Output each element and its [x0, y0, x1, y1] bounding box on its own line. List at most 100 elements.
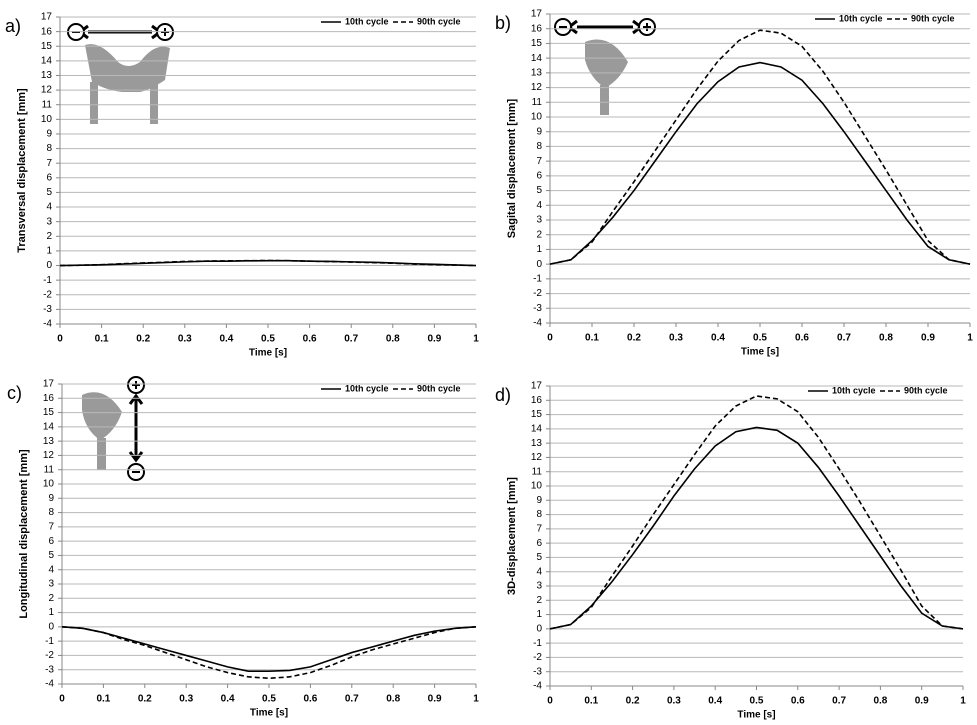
x-axis-title: Time [s]: [741, 347, 779, 358]
y-tick-label: -1: [45, 636, 54, 647]
y-tick-label: 4: [536, 200, 542, 211]
y-tick-label: 11: [44, 464, 55, 475]
y-tick-label: 14: [531, 423, 543, 434]
y-tick-label: -2: [533, 288, 542, 299]
y-tick-label: 16: [41, 26, 53, 37]
y-tick-label: 3: [536, 581, 542, 592]
y-tick-label: 14: [41, 55, 53, 66]
y-tick-label: 11: [532, 466, 543, 477]
x-tick-label: 1: [967, 333, 973, 344]
y-tick-label: 6: [46, 172, 52, 183]
y-tick-label: 17: [41, 12, 53, 23]
x-tick-label: 0.8: [879, 333, 893, 344]
y-tick-label: 5: [48, 550, 54, 561]
y-tick-label: 8: [536, 141, 542, 152]
y-tick-label: 12: [531, 452, 543, 463]
y-tick-label: 14: [531, 53, 543, 64]
data-line: [59, 259, 477, 267]
y-axis-title: Longitudinal displacement [mm]: [18, 449, 30, 619]
x-tick-label: 1: [960, 696, 966, 707]
y-tick-label: -4: [533, 681, 542, 692]
y-axis-title: Sagital displacement [mm]: [506, 98, 518, 238]
x-tick-label: 0.3: [178, 334, 192, 345]
y-tick-label: 5: [46, 187, 52, 198]
pelvis-icon: [85, 44, 170, 124]
y-tick-label: 17: [531, 9, 543, 20]
y-tick-label: 17: [531, 381, 543, 392]
arrow-icon: [127, 376, 145, 481]
y-tick-label: 13: [531, 438, 543, 449]
y-tick-label: 2: [536, 229, 542, 240]
x-tick-label: 0.7: [344, 334, 358, 345]
y-tick-label: 11: [42, 99, 53, 110]
y-tick-label: 16: [531, 23, 543, 34]
x-tick-label: 0.2: [136, 334, 150, 345]
y-tick-label: -1: [43, 275, 52, 286]
y-tick-label: 1: [536, 244, 542, 255]
y-tick-label: 8: [48, 507, 54, 518]
x-tick-label: 0.3: [669, 333, 683, 344]
x-tick-label: 0.1: [95, 334, 109, 345]
y-tick-label: 17: [43, 379, 55, 390]
data-line: [549, 395, 964, 630]
y-tick-label: 10: [531, 481, 543, 492]
y-tick-label: 15: [41, 41, 53, 52]
y-tick-label: -3: [533, 666, 542, 677]
x-tick-label: 0.7: [345, 694, 359, 705]
x-tick-label: 0.5: [750, 696, 764, 707]
y-tick-label: 6: [48, 536, 54, 547]
y-tick-label: 10: [43, 479, 55, 490]
y-tick-label: 10: [531, 112, 543, 123]
y-tick-label: 5: [536, 185, 542, 196]
y-tick-label: 7: [48, 521, 54, 532]
legend-label: 10th cycle: [832, 385, 876, 395]
y-tick-label: -3: [45, 664, 54, 675]
y-tick-label: -2: [43, 289, 52, 300]
x-tick-label: 0.8: [386, 694, 400, 705]
panel-label: a): [5, 16, 21, 36]
y-tick-label: 2: [46, 231, 52, 242]
x-tick-label: 0: [547, 333, 553, 344]
legend-label: 90th cycle: [911, 13, 955, 23]
y-tick-label: 14: [43, 421, 55, 432]
panel-label: d): [495, 385, 511, 405]
y-tick-label: 2: [48, 593, 54, 604]
x-tick-label: 0.9: [915, 696, 929, 707]
y-tick-label: 16: [43, 393, 55, 404]
x-tick-label: 0: [57, 334, 63, 345]
y-tick-label: 0: [536, 259, 542, 270]
y-axis-title: Transversal displacement [mm]: [16, 88, 28, 253]
y-tick-label: 15: [531, 409, 543, 420]
x-tick-label: 0.5: [262, 694, 276, 705]
y-tick-label: 1: [46, 246, 52, 257]
x-tick-label: 0.2: [627, 333, 641, 344]
arrow-icon: [554, 18, 656, 36]
y-tick-label: -2: [45, 650, 54, 661]
legend-label: 10th cycle: [345, 383, 389, 393]
x-tick-label: 0.4: [711, 333, 725, 344]
y-tick-label: 0: [536, 623, 542, 634]
data-line: [549, 426, 964, 630]
data-line: [549, 29, 971, 265]
x-axis-title: Time [s]: [737, 710, 775, 721]
y-tick-label: 15: [531, 38, 543, 49]
y-tick-label: 9: [48, 493, 54, 504]
x-tick-label: 0.7: [832, 696, 846, 707]
y-tick-label: 6: [536, 538, 542, 549]
y-tick-label: -3: [533, 303, 542, 314]
x-tick-label: 0.6: [791, 696, 805, 707]
y-tick-label: -1: [533, 638, 542, 649]
x-tick-label: 0.6: [303, 334, 317, 345]
x-axis-title: Time [s]: [250, 708, 288, 719]
y-tick-label: 7: [536, 156, 542, 167]
x-tick-label: 0: [547, 696, 553, 707]
x-tick-label: 0.2: [626, 696, 640, 707]
x-tick-label: 0.1: [584, 696, 598, 707]
y-tick-label: 12: [43, 450, 55, 461]
y-tick-label: 5: [536, 552, 542, 563]
data-line: [549, 61, 971, 265]
x-tick-label: 0.5: [753, 333, 767, 344]
y-tick-label: 12: [41, 85, 53, 96]
